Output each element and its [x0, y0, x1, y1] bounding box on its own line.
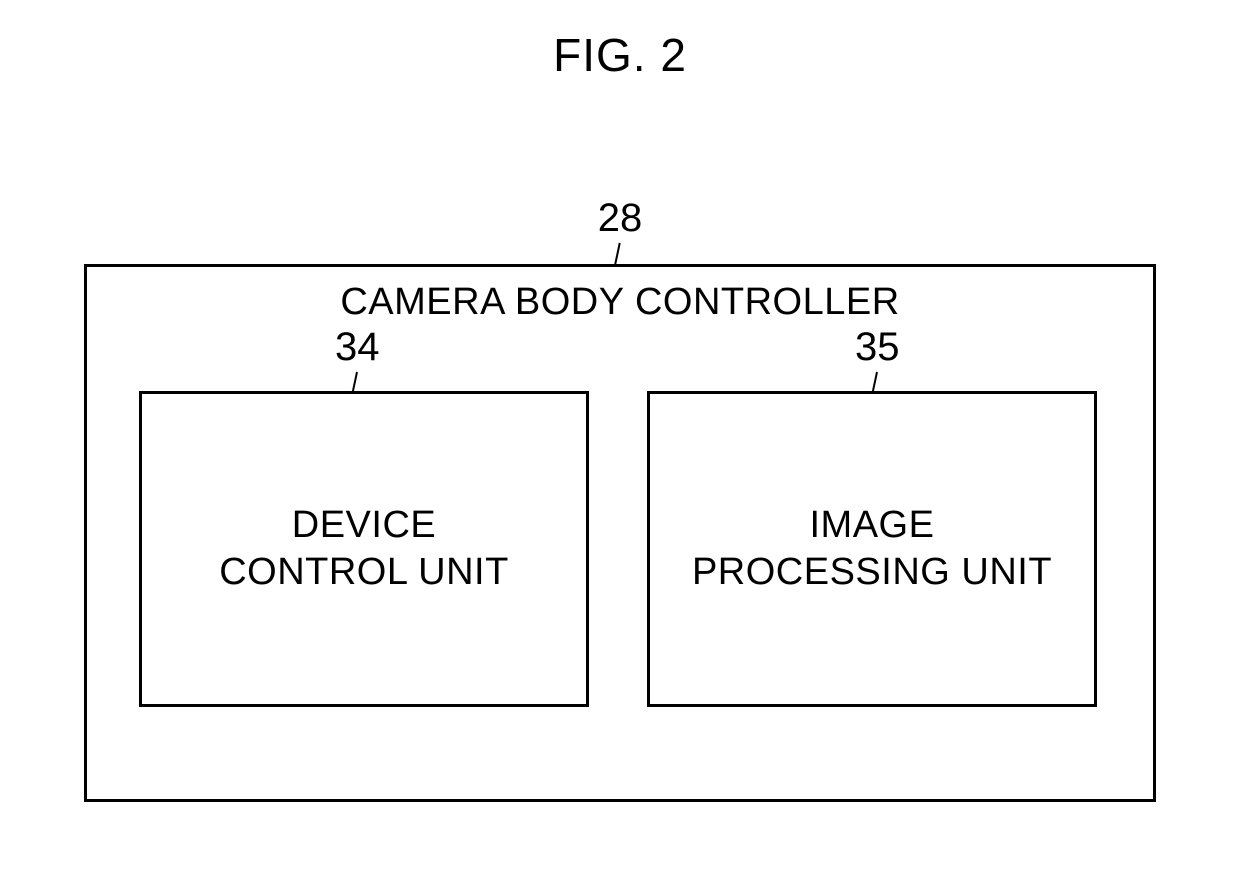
outer-reference: 28: [598, 196, 643, 265]
device-control-unit-label: DEVICE CONTROL UNIT: [219, 502, 509, 597]
camera-body-controller-block: CAMERA BODY CONTROLLER 34 35 DEVICE CONT…: [84, 264, 1156, 802]
outer-reference-number: 28: [598, 196, 643, 241]
device-control-unit-block: DEVICE CONTROL UNIT: [139, 391, 589, 707]
outer-reference-tick: [614, 243, 621, 265]
device-control-unit-label-line1: DEVICE: [292, 504, 436, 546]
image-processing-reference-tick: [872, 372, 878, 392]
figure-title: FIG. 2: [553, 28, 687, 82]
device-control-reference-tick: [352, 372, 358, 392]
image-processing-reference-number: 35: [855, 325, 900, 370]
camera-body-controller-title: CAMERA BODY CONTROLLER: [340, 281, 899, 324]
image-processing-unit-label: IMAGE PROCESSING UNIT: [692, 502, 1052, 597]
device-control-unit-label-line2: CONTROL UNIT: [219, 551, 509, 593]
image-processing-unit-label-line1: IMAGE: [810, 504, 935, 546]
image-processing-unit-block: IMAGE PROCESSING UNIT: [647, 391, 1097, 707]
device-control-reference-number: 34: [335, 325, 380, 370]
device-control-reference: 34: [335, 325, 380, 392]
image-processing-reference: 35: [855, 325, 900, 392]
image-processing-unit-label-line2: PROCESSING UNIT: [692, 551, 1052, 593]
